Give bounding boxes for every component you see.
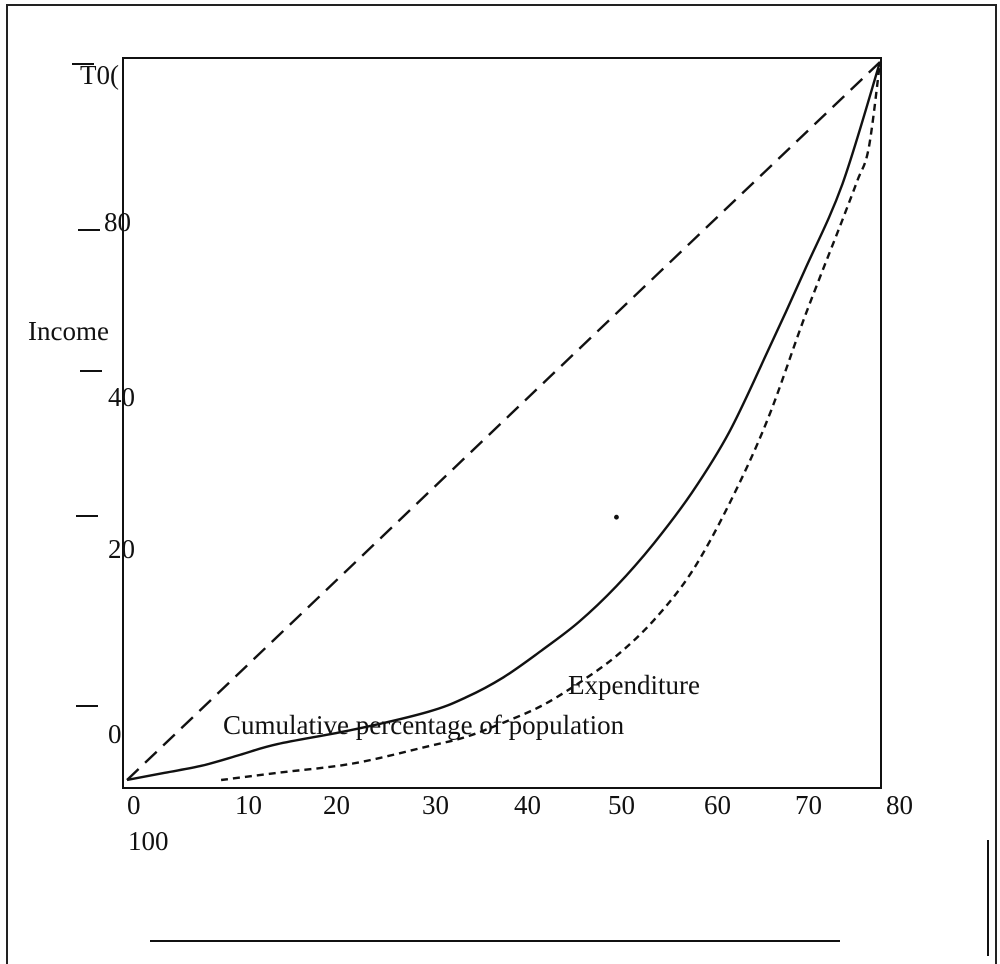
y-axis-label: Income <box>28 316 109 346</box>
x-tick-labels: 0 10 20 30 40 50 60 70 80 <box>127 790 913 820</box>
y-tick-label: T0( <box>80 60 119 90</box>
y-axis-dashes <box>72 63 102 707</box>
x-tick-label: 60 <box>704 790 731 820</box>
annotation-layer <box>614 514 619 520</box>
plot-area <box>122 57 882 789</box>
x-axis-label: Cumulative percentage of population <box>223 710 625 740</box>
x-tick-label: 0 <box>127 790 141 820</box>
y-tick-label: 0 <box>108 719 122 749</box>
x-tick-label: 40 <box>514 790 541 820</box>
x-tick-label: 70 <box>795 790 822 820</box>
x-tick-label: 20 <box>323 790 350 820</box>
x-tick-label: 50 <box>608 790 635 820</box>
x-tick-label: 10 <box>235 790 262 820</box>
x-axis-secondary-label: Expenditure <box>568 670 700 700</box>
y-tick-labels: 0 20 40 80 T0( <box>80 60 135 749</box>
x-tick-label: 30 <box>422 790 449 820</box>
series-layer <box>126 61 882 782</box>
y-tick-label: 40 <box>108 382 135 412</box>
series-line-2 <box>126 61 882 782</box>
figure-frame <box>6 4 997 964</box>
x-extra-tick-label: 100 <box>128 826 169 856</box>
annotation-point-1 <box>614 514 619 520</box>
series-line-3 <box>220 61 882 782</box>
y-tick-label: 20 <box>108 534 135 564</box>
x-tick-label: 80 <box>886 790 913 820</box>
y-tick-label: 80 <box>104 207 131 237</box>
